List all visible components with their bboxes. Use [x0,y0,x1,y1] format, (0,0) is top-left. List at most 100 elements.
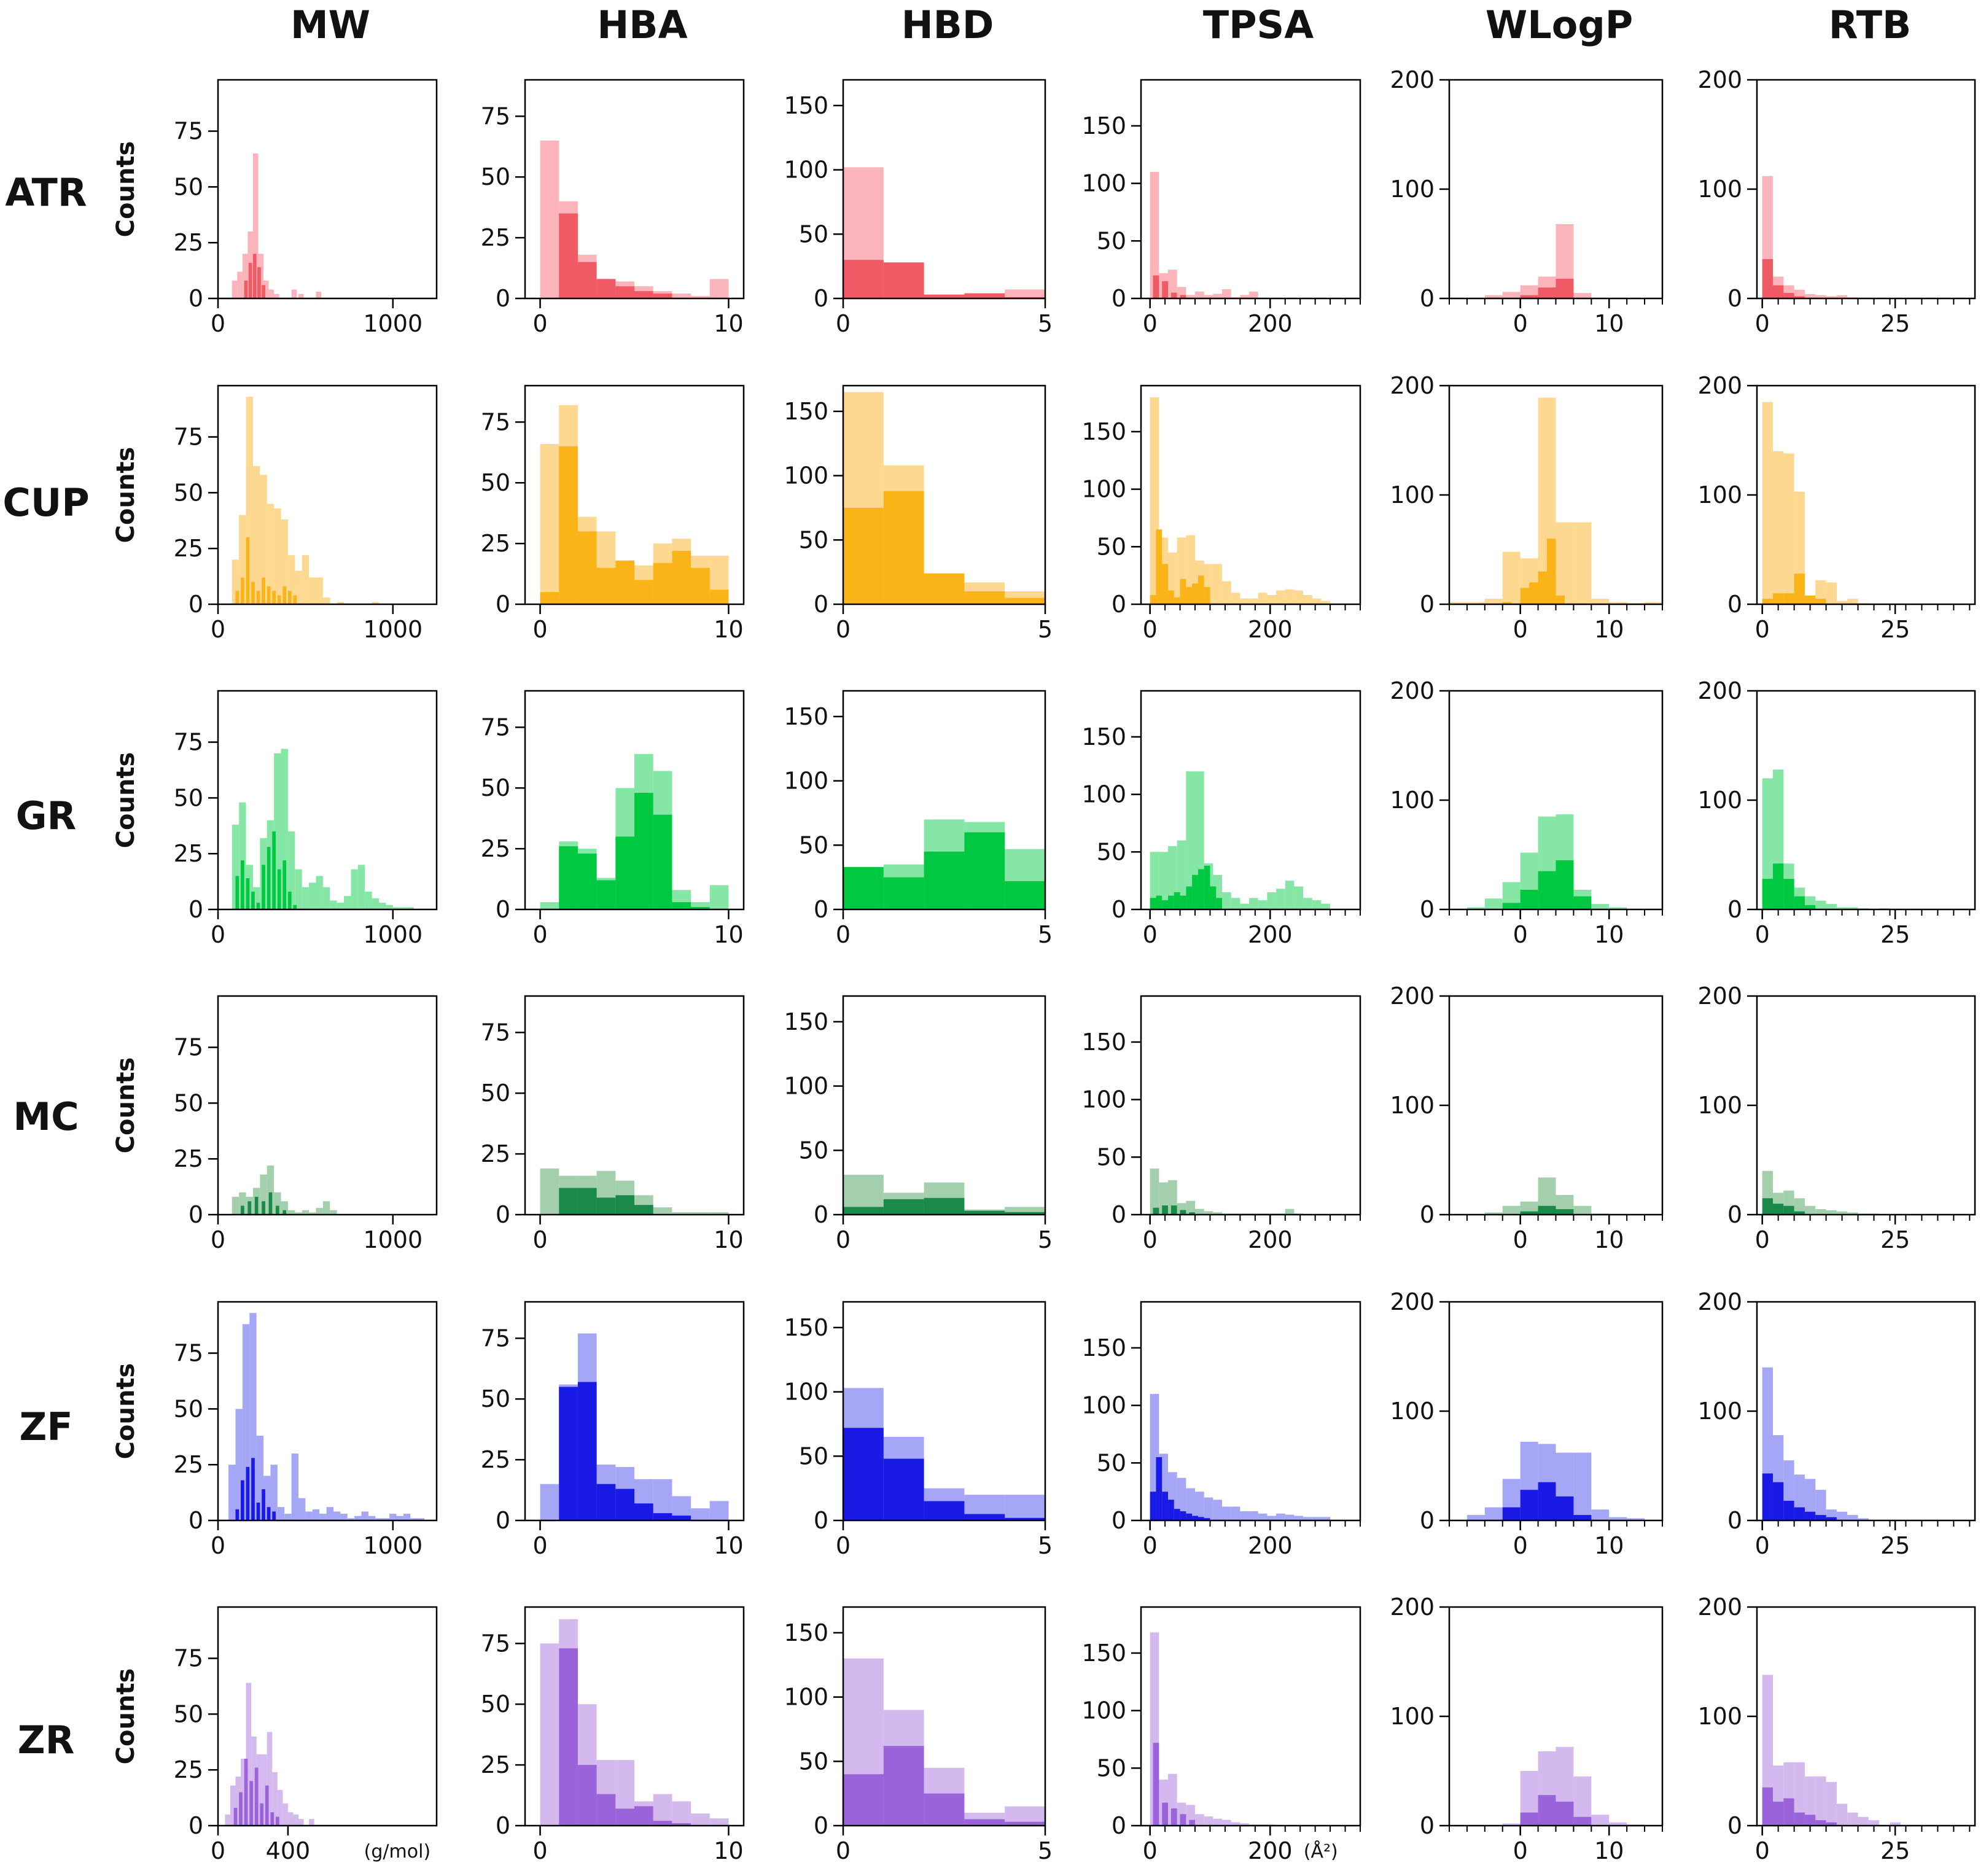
bar-light [1609,602,1627,604]
x-tick-label: 5 [1038,921,1053,948]
x-tick-label: 25 [1880,310,1910,337]
bar-light [1836,1211,1848,1215]
x-tick-label: 0 [1513,310,1528,337]
bar-light [281,519,288,604]
y-tick-label: 100 [1081,781,1126,808]
bar-light [319,1514,327,1520]
y-tick-label: 200 [1390,677,1435,704]
bar-light [1240,295,1250,298]
bar-dark [1186,1513,1193,1520]
bar-light [1815,1776,1826,1826]
bar-dark [615,1195,634,1215]
axes-frame [1756,995,1976,1216]
panel-zf-hba: 0 10 0 25 50 75 [481,1301,745,1559]
y-tick-label: 100 [1390,1703,1435,1730]
x-tick-label: 10 [714,310,743,337]
bar-light [691,296,710,298]
bar-light [1312,598,1322,604]
bar-light [291,1454,299,1520]
bar-light [260,475,267,604]
y-tick-label: 200 [1697,1594,1742,1621]
bar-light [241,1759,246,1826]
panel-zf-rtb: 0 25 0 100 200 [1697,1288,1976,1559]
bar-dark [241,1205,244,1215]
bar-light [1858,1518,1869,1520]
y-tick-label: 200 [1697,1288,1742,1315]
y-tick-label: 75 [174,1340,203,1367]
bar-dark [924,1197,965,1215]
bar-light [1772,451,1784,604]
y-axis-title: Counts [112,141,140,238]
bar-dark [249,1781,253,1826]
bar-dark [1162,1802,1169,1826]
y-tick-label: 100 [784,462,828,489]
bar-light [396,1516,403,1520]
x-tick-label: 10 [1594,1532,1624,1559]
bar-light [1826,904,1837,909]
bar-light [1195,291,1204,298]
bar-dark [293,905,297,909]
bar-light [1213,1500,1223,1520]
y-tick-label: 0 [1112,1201,1126,1228]
y-tick-label: 0 [1727,285,1742,312]
y-tick-label: 200 [1390,1594,1435,1621]
x-tick-label: 0 [1143,1837,1158,1864]
bar-dark [1783,879,1794,909]
bar-light [260,1174,267,1215]
bar-dark [272,1511,276,1520]
bar-dark [1502,903,1521,909]
column-header-hba: HBA [597,2,687,47]
bar-dark [691,907,710,909]
y-tick-label: 200 [1697,677,1742,704]
bar-light [284,1514,292,1520]
bar-dark [1520,1490,1538,1520]
y-tick-label: 50 [799,1748,828,1775]
y-tick-label: 150 [1081,1029,1126,1056]
bar-dark [596,1197,616,1215]
bar-light [1609,907,1627,909]
y-tick-label: 0 [814,1507,828,1534]
y-tick-label: 100 [1697,176,1742,203]
bar-light [1804,1479,1816,1520]
bar-dark [1180,1511,1186,1520]
bar-dark [596,279,616,298]
y-tick-label: 0 [496,1812,510,1839]
bar-dark [1005,881,1045,909]
bar-light [1222,289,1231,298]
axes-frame [524,995,745,1216]
axes-frame [217,690,438,911]
axes-frame [524,1301,745,1522]
bar-dark [1170,292,1177,298]
bar-dark [251,891,255,909]
bar-light [1204,1816,1213,1826]
bar-dark [239,1792,243,1826]
bar-dark [1197,575,1204,604]
bar-dark [964,591,1005,604]
bar-light [1249,291,1258,298]
y-tick-label: 0 [1727,1507,1742,1534]
bar-light [1213,1212,1223,1215]
x-tick-label: 200 [1248,1532,1293,1559]
x-tick-label: 25 [1880,1837,1910,1864]
bar-dark [634,580,653,604]
bar-dark [272,591,276,604]
bar-dark [1204,586,1210,604]
bar-dark [1197,869,1204,909]
bar-light [540,1484,559,1520]
y-tick-label: 25 [481,1140,510,1167]
y-tick-label: 0 [1420,591,1435,618]
y-tick-label: 150 [1081,1640,1126,1667]
bar-light [407,907,414,909]
bar-dark [1162,281,1169,298]
bar-light [337,903,345,909]
bar-dark [1174,892,1180,909]
bar-light [1484,1507,1503,1520]
x-tick-label: 5 [1038,1532,1053,1559]
bar-dark [235,1509,239,1520]
y-tick-label: 25 [174,1145,203,1172]
axes-frame [842,690,1046,911]
y-tick-label: 50 [1097,1143,1126,1170]
y-tick-label: 25 [174,535,203,562]
y-tick-label: 50 [481,774,510,801]
panel-mc-tpsa: 0 200 0 50 100 150 [1081,995,1361,1253]
